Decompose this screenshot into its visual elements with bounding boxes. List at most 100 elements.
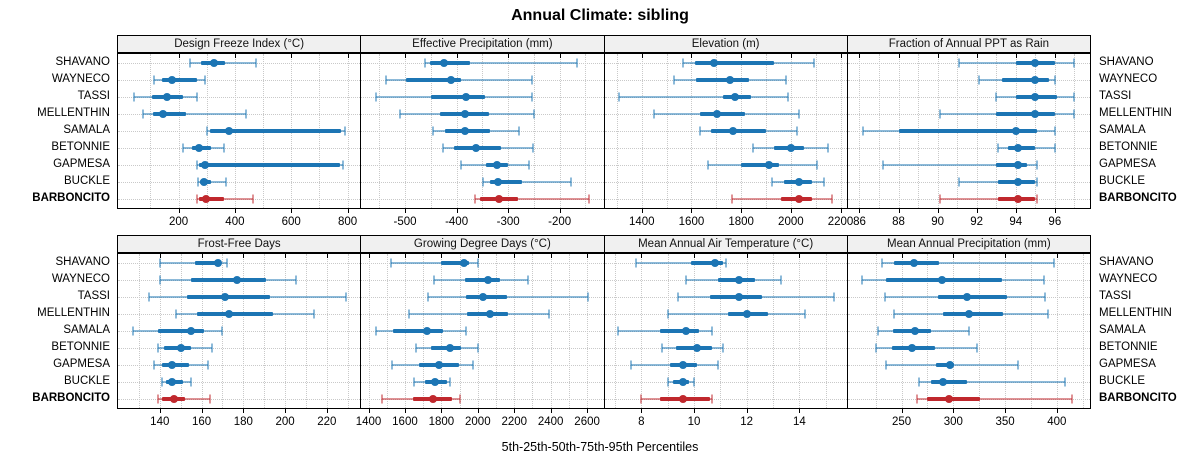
whisker-cap [1036,177,1039,187]
axis-tick-top [285,254,287,258]
whisker-cap [221,326,224,336]
whisker-cap [976,343,979,353]
horizontal-gridline [118,348,361,350]
panel-plot-area: 8 10 12 14 [604,254,847,428]
axis-tick-label: 2000 [778,216,804,228]
whisker-cap [474,194,477,204]
axis-tick-label: 250 [891,416,912,428]
row-label-left: TASSI [77,89,110,102]
median-dot [461,109,470,118]
median-dot [794,195,803,204]
row-label-right: MELLENTHIN [1099,306,1172,319]
row-label-right: SHAVANO [1099,55,1154,68]
horizontal-gridline [847,79,1090,81]
horizontal-gridline [604,199,847,201]
row-label-left: SHAVANO [55,255,110,268]
labels-right: SHAVANO WAYNECO TASSI MELLENTHIN SAMALA BETON… [1099,235,1199,407]
iqr-bar-25th-75th [210,129,342,133]
whisker-cap [208,394,211,404]
median-dot [937,275,946,284]
whisker-cap [381,394,384,404]
whisker-cap [661,343,664,353]
axis-tick-top [404,254,406,258]
axis-tick-top [641,254,643,258]
axis-tick-bottom [514,408,516,413]
whisker-cap [861,275,864,285]
median-dot [200,178,209,187]
whisker-range-5th-95th [618,95,788,98]
axis-tick-label: 14 [792,416,806,428]
panel-grid-bottom-row: SHAVANO WAYNECO TASSI MELLENTHIN SAMALA BETON… [0,235,1200,435]
axis-tick-bottom [368,408,370,413]
whisker-cap [225,258,228,268]
whisker-cap [685,275,688,285]
whisker-cap [476,258,479,268]
iqr-bar-25th-75th [197,311,273,316]
whisker-cap [812,58,815,68]
whisker-cap [1044,292,1047,302]
iqr-bar-25th-75th [935,363,955,368]
axis-tick-bottom [234,208,236,213]
median-dot [938,378,947,387]
panel-plot-area: 200 400 600 800 [118,54,361,228]
whisker-cap [893,309,896,319]
median-dot [429,395,438,404]
axis-tick-label: -500 [393,216,417,228]
axis-tick-label: 2000 [465,416,491,428]
whisker-cap [148,292,151,302]
iqr-bar-25th-75th [996,111,1055,116]
horizontal-gridline [118,148,361,150]
axis-tick-bottom [587,408,589,413]
axis-tick-bottom [243,408,245,413]
row-label-right: SAMALA [1099,324,1146,336]
row-label-right: SAMALA [1099,124,1146,136]
whisker-cap [527,275,530,285]
whisker-cap [141,109,144,119]
percentile-legend-caption: 5th-25th-50th-75th-95th Percentiles [501,440,699,454]
whisker-cap [640,394,643,404]
median-dot [494,178,503,187]
row-label-right: BARBONCITO [1099,392,1177,405]
axis-tick-bottom [326,408,328,413]
whisker-cap [464,326,467,336]
axis-tick-top [937,54,939,58]
whisker-cap [375,92,378,102]
whisker-cap [156,394,159,404]
panel: Effective Precipitation (mm) -500 -400 -300… [361,36,605,228]
axis-tick-bottom [550,408,552,413]
whisker-cap [175,309,178,319]
whisker-cap [874,343,877,353]
axis-tick-label: 2200 [501,416,528,428]
iqr-bar-25th-75th [699,111,746,116]
axis-tick-bottom [285,408,287,413]
median-dot [742,309,751,318]
whisker-cap [699,126,702,136]
axis-tick-label: 140 [150,416,170,428]
whisker-cap [206,360,209,370]
axis-tick-label: 400 [225,216,245,228]
row-label-left: GAPMESA [53,358,110,371]
whisker-cap [672,75,675,85]
axis-tick-label: 600 [281,216,301,228]
iqr-bar-25th-75th [152,111,186,116]
median-dot [194,144,203,153]
horizontal-gridline [118,399,361,401]
median-dot [682,327,691,335]
whisker-cap [693,377,696,387]
panels-container: Design Freeze Index (°C) 200 400 600 800 Effe… [117,35,1091,228]
median-dot [1031,58,1040,67]
whisker-cap [471,360,474,370]
whisker-cap [827,143,830,153]
panel: Mean Annual Precipitation (mm) 250 300 350 4… [847,236,1090,428]
whisker-cap [210,343,213,353]
horizontal-gridline [604,182,847,184]
row-label-right: BUCKLE [1099,375,1146,388]
horizontal-gridline [118,182,361,184]
whisker-cap [1073,109,1076,119]
row-label-right: WAYNECO [1099,272,1158,285]
iqr-bar-25th-75th [930,380,967,385]
whisker-range-5th-95th [196,198,254,201]
whisker-cap [884,292,887,302]
horizontal-gridline [361,182,604,184]
iqr-bar-25th-75th [711,129,766,133]
